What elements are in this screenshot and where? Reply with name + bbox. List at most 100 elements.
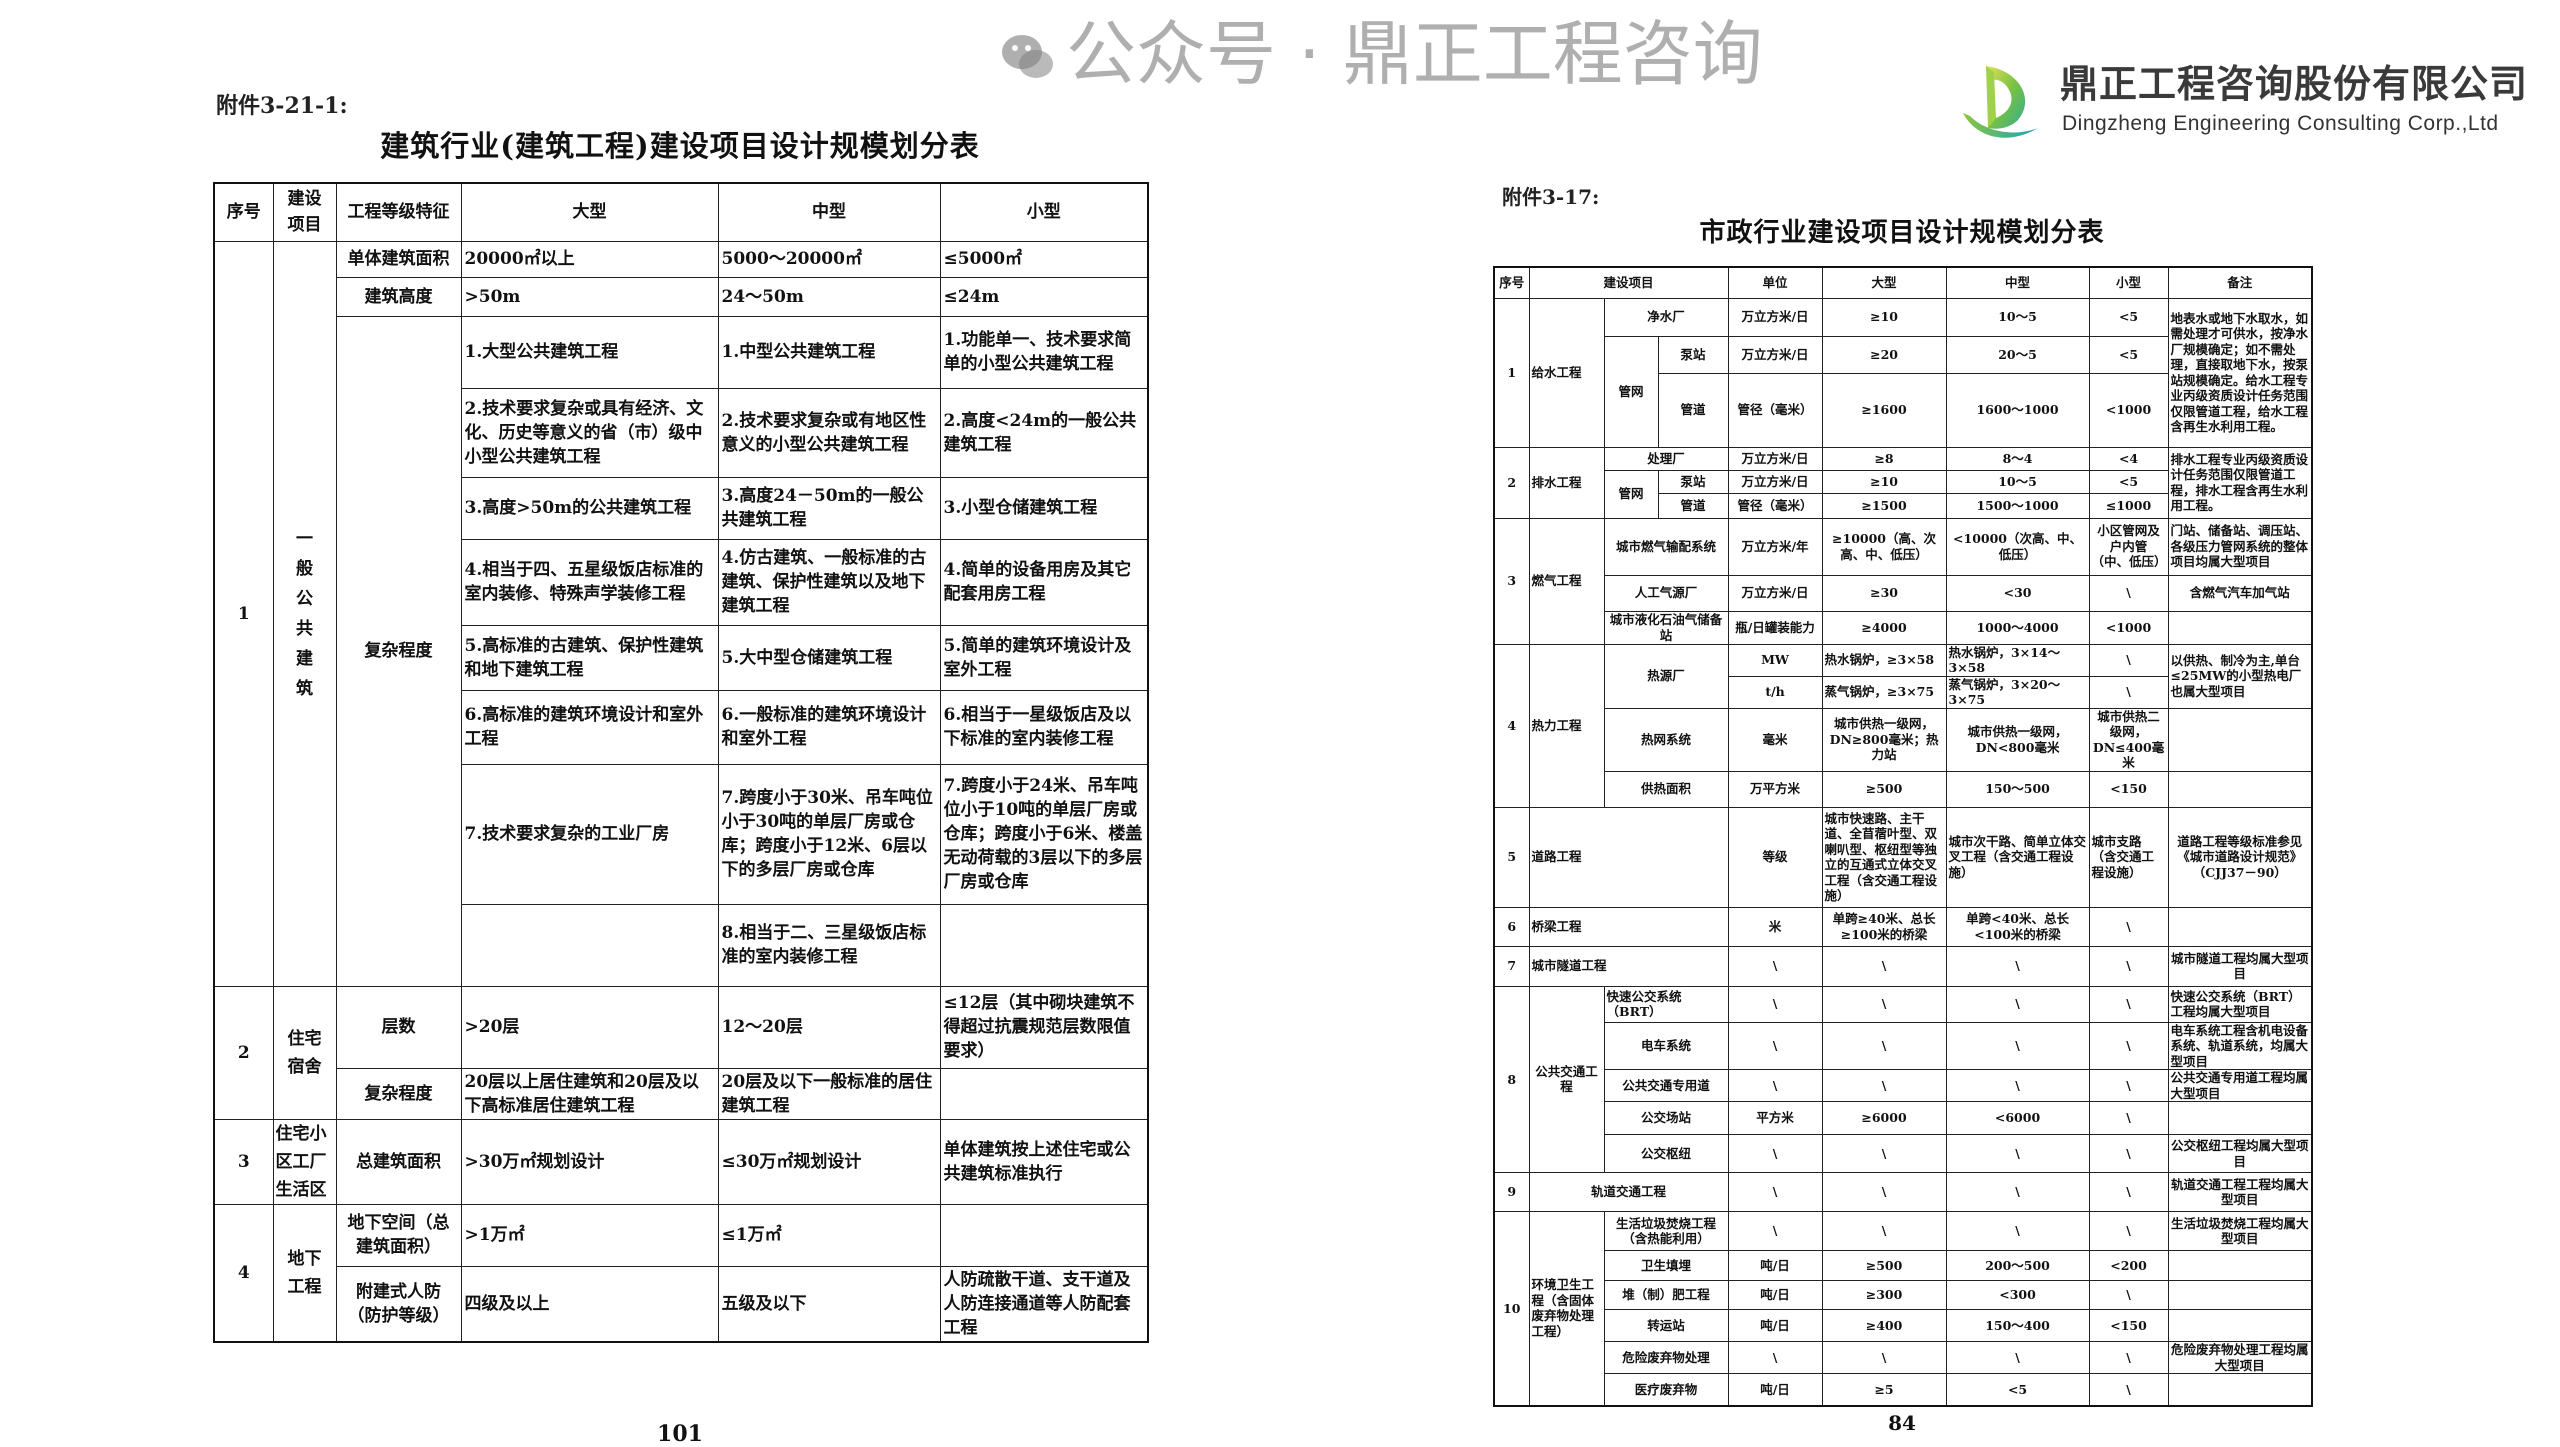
feature-label: 总建筑面积 [335, 1118, 462, 1205]
medium-cell: 3.高度24－50m的一般公共建筑工程 [717, 476, 941, 540]
header-feature: 工程等级特征 [335, 182, 462, 242]
project-cell: 热力工程 [1528, 643, 1605, 808]
note-cell [2167, 610, 2313, 645]
item-cell: 管道 [1657, 372, 1729, 448]
note-cell: 危险废弃物处理工程均属大型项目 [2167, 1341, 2313, 1374]
header-no: 序号 [1493, 266, 1530, 299]
small-cell: \ [2088, 945, 2169, 987]
project-name: 一般公共建筑 [272, 240, 337, 987]
item-cell: 热网系统 [1603, 707, 1729, 772]
row-number: 2 [213, 985, 274, 1120]
logo-mark-icon [1963, 66, 2038, 138]
right-page-title: 市政行业建设项目设计规模划分表 [1699, 218, 2105, 248]
unit-cell: 万平方米 [1727, 770, 1823, 808]
table-row: 管道 管径（毫米） ≥1500 1500～1000 ≤1000 [1494, 492, 2312, 519]
company-name-en: Dingzheng Engineering Consulting Corp.,L… [2062, 112, 2499, 135]
table-row: 供热面积 万平方米 ≥500 150～500 <150 [1494, 770, 2313, 808]
table-row: 电车系统 \ \ \ \ 电车系统工程含机电设备系统、轨道系统，均属大型项目 [1494, 1021, 2313, 1070]
left-attachment-label: 附件3-21-1: [216, 93, 348, 119]
large-cell: ≥10 [1821, 469, 1947, 494]
unit-cell: \ [1727, 1172, 1823, 1212]
table-row: 建筑高度 >50m 24～50m ≤24m [214, 276, 1149, 317]
project-name: 住宅小区工厂生活区 [272, 1118, 337, 1205]
project-cell: 桥梁工程 [1528, 906, 1729, 947]
right-page-number: 84 [1888, 1410, 1916, 1435]
sub-cell: 管网 [1603, 335, 1659, 448]
small-cell: 小区管网及户内管（中、低压） [2088, 517, 2169, 576]
small-cell: ≤12层（其中砌块建筑不得超过抗震规范层数限值要求） [939, 985, 1149, 1069]
table-row: 6 桥梁工程米单跨≥40米、总长≥100米的桥梁 单跨<40米、总长<100米的桥梁… [1493, 906, 2313, 947]
small-cell: <150 [2088, 770, 2169, 808]
medium-cell: 8.相当于二、三星级饭店标准的室内装修工程 [717, 903, 941, 987]
medium-cell: 150～500 [1945, 770, 2090, 808]
header-large: 大型 [1821, 266, 1947, 299]
large-cell: ≥500 [1821, 770, 1947, 808]
large-cell: 热水锅炉，≥3×58 [1821, 643, 1947, 677]
header-unit: 单位 [1727, 266, 1823, 299]
table-row: 危险废弃物处理 \ \ \ \ 危险废弃物处理工程均属大型项目 [1494, 1341, 2313, 1374]
unit-cell: 吨/日 [1727, 1373, 1823, 1406]
table-row: 复杂程度 20层以上居住建筑和20层及以下高标准居住建筑工程 20层及以下一般标准的… [214, 1067, 1149, 1120]
note-cell: 道路工程等级标准参见《城市道路设计规范》（CJJ37－90） [2167, 806, 2313, 908]
note-cell: 快速公交系统（BRT）工程均属大型项目 [2167, 985, 2313, 1023]
item-cell: 热源厂 [1603, 643, 1729, 709]
table-row: 卫生填埋 吨/日 ≥500 200～500 <200 [1494, 1250, 2313, 1281]
table-row: 管道 管径（毫米） ≥1600 1600～1000 <1000 [1494, 372, 2312, 448]
feature-label: 单体建筑面积 [335, 240, 462, 278]
note-cell [2167, 1250, 2313, 1281]
medium-cell: 5.大中型仓储建筑工程 [717, 624, 941, 691]
small-cell: <5 [2088, 335, 2169, 374]
project-cell: 燃气工程 [1528, 517, 1605, 645]
unit-cell: 米 [1727, 906, 1823, 947]
large-cell: ≥20 [1821, 335, 1947, 374]
item-cell: 净水厂 [1603, 297, 1729, 337]
large-cell: ≥500 [1821, 1250, 1947, 1281]
unit-cell: \ [1727, 1021, 1823, 1070]
medium-cell: <5 [1945, 1373, 2090, 1406]
table-row: 7 城市隧道工程 \ \ \ \ 城市隧道工程均属大型项目 [1493, 945, 2313, 987]
note-cell [2167, 707, 2313, 772]
table-row: 医疗废弃物 吨/日 ≥5 <5 \ [1494, 1373, 2313, 1406]
project-cell: 给水工程 [1528, 297, 1605, 448]
left-page-number: 101 [657, 1420, 703, 1447]
no-cell: 10 [1493, 1211, 1530, 1406]
project-name: 地下工程 [272, 1203, 337, 1342]
item-cell: 处理厂 [1603, 446, 1729, 471]
table-row: t/h 蒸气锅炉，≥3×75 蒸气锅炉，3×20～3×75 \ [1494, 675, 2312, 709]
table-row: 1 一般公共建筑 单体建筑面积 20000㎡以上 5000～20000㎡ ≤5000㎡ [213, 240, 1149, 987]
medium-cell: 8～4 [1945, 446, 2090, 471]
medium-cell: \ [1945, 1021, 2090, 1070]
no-cell: 4 [1493, 643, 1530, 808]
medium-cell: 150～400 [1945, 1309, 2090, 1342]
small-cell: \ [2088, 906, 2169, 947]
large-cell: ≥400 [1821, 1309, 1947, 1342]
left-page-body: 序号 建设项目 工程等级特征 大型 中型 小型 1 一般公共建筑 单体建筑面积 20000㎡以上 5… [213, 182, 1149, 1447]
small-cell [939, 903, 1149, 987]
project-cell: 公共交通工程 [1528, 985, 1605, 1173]
small-cell: <200 [2088, 1250, 2169, 1281]
unit-cell: 吨/日 [1727, 1250, 1823, 1281]
municipal-scale-table: 序号 建设项目 单位 大型 中型 小型 备注 1 给水工程 净水厂 万立方米/日 ≥10 10～5 <5 地… [1493, 266, 2314, 1407]
large-cell: \ [1821, 1341, 1947, 1374]
item-cell: 危险废弃物处理 [1603, 1341, 1729, 1374]
large-cell: ≥6000 [1821, 1101, 1947, 1135]
small-cell: <4 [2088, 446, 2169, 471]
medium-cell: 五级及以下 [717, 1265, 941, 1342]
small-cell: ≤1000 [2088, 492, 2169, 519]
medium-cell: <10000（次高、中、低压） [1945, 517, 2090, 576]
medium-cell: <300 [1945, 1280, 2090, 1310]
medium-cell: 1600～1000 [1945, 372, 2090, 448]
note-cell [2167, 1309, 2313, 1342]
medium-cell: 12～20层 [717, 985, 941, 1069]
unit-cell: \ [1727, 1134, 1823, 1173]
item-cell: 公共交通专用道 [1603, 1069, 1729, 1102]
unit-cell: 吨/日 [1727, 1280, 1823, 1310]
item-cell: 快速公交系统（BRT） [1603, 985, 1729, 1023]
medium-cell: 20层及以下一般标准的居住建筑工程 [717, 1067, 941, 1120]
note-cell [2167, 1373, 2313, 1406]
large-cell: ≥4000 [1821, 610, 1947, 645]
item-cell: 管道 [1657, 492, 1729, 519]
small-cell: \ [2088, 1134, 2169, 1173]
large-cell: 6.高标准的建筑环境设计和室外工程 [460, 689, 719, 765]
unit-cell: \ [1727, 985, 1823, 1023]
